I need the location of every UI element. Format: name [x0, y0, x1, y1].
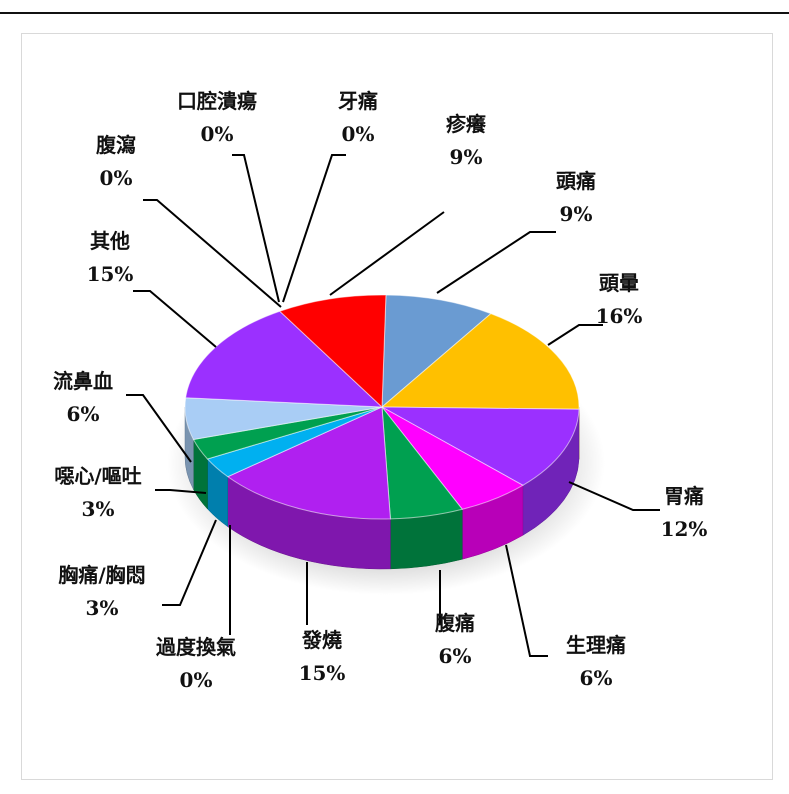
leader-line-2: [436, 231, 556, 294]
value-label: 6%: [439, 644, 472, 668]
value-label: 0%: [342, 122, 375, 146]
value-label: 3%: [82, 497, 115, 521]
leader-line-14: [232, 154, 280, 303]
category-label: 頭痛: [556, 169, 596, 193]
slice-3: [380, 313, 580, 410]
category-label: 胃痛: [664, 484, 704, 508]
pie-slices: [167, 294, 605, 595]
leader-line-13: [143, 199, 282, 308]
slice-4: [381, 406, 580, 486]
slice-7: [226, 406, 391, 520]
leader-line-10: [155, 489, 207, 494]
value-label: 15%: [87, 262, 134, 286]
leader-line-5: [505, 544, 548, 657]
category-label: 胸痛/胸悶: [58, 563, 145, 587]
value-label: 9%: [450, 145, 483, 169]
category-label: 其他: [90, 229, 130, 253]
value-label: 16%: [596, 304, 643, 328]
leader-line-3: [547, 324, 603, 346]
value-label: 3%: [86, 596, 119, 620]
value-label: 0%: [201, 122, 234, 146]
leader-line-15: [282, 154, 346, 303]
value-label: 15%: [299, 661, 346, 685]
slice-labels: 疹癢 9% 頭痛 9% 頭暈 16% 胃痛 12% 生理痛 6% 腹痛 6% 發燒 15% 過度換氣 0% 胸痛…: [53, 89, 707, 692]
leader-line-4: [568, 481, 660, 511]
value-label: 9%: [560, 202, 593, 226]
slice-1: [278, 294, 387, 409]
slice-2: [381, 294, 492, 409]
category-label: 腹瀉: [96, 133, 136, 157]
category-label: 流鼻血: [53, 369, 113, 393]
category-label: 生理痛: [566, 633, 626, 657]
category-label: 過度換氣: [156, 635, 236, 659]
category-label: 牙痛: [338, 89, 378, 113]
value-label: 6%: [580, 666, 613, 690]
leader-line-11: [126, 394, 192, 463]
category-label: 頭暈: [599, 271, 639, 295]
category-label: 發燒: [301, 628, 342, 652]
value-label: 12%: [661, 517, 708, 541]
category-label: 腹痛: [435, 611, 475, 635]
leader-line-9: [162, 519, 217, 606]
top-rule: [0, 12, 789, 14]
category-label: 噁心/嘔吐: [54, 464, 141, 488]
value-label: 6%: [67, 402, 100, 426]
slice-12: [185, 310, 384, 408]
value-label: 0%: [100, 166, 133, 190]
leader-line-12: [133, 290, 217, 348]
leader-line-1: [329, 211, 445, 296]
value-label: 0%: [180, 668, 213, 692]
category-label: 口腔潰瘍: [177, 89, 257, 113]
leader-lines: [126, 154, 660, 657]
category-label: 疹癢: [446, 112, 487, 136]
